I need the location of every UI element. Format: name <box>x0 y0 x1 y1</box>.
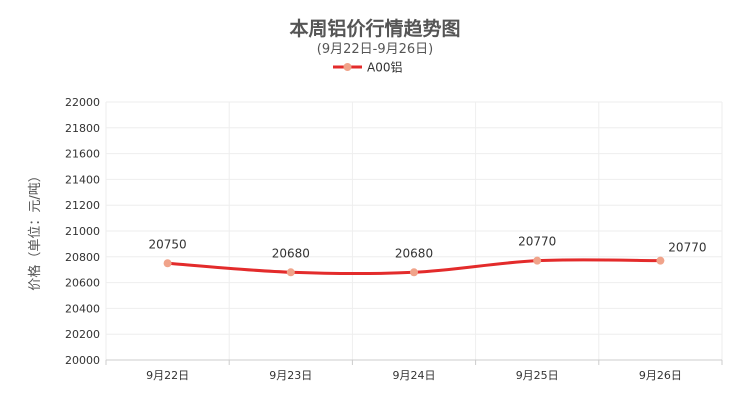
y-tick-label: 21000 <box>65 225 100 238</box>
y-tick-label: 20200 <box>65 328 100 341</box>
data-point <box>163 259 172 268</box>
legend-marker-icon <box>343 63 352 71</box>
x-tick-label: 9月23日 <box>269 369 312 382</box>
data-point <box>410 268 418 277</box>
legend-label: A00铝 <box>367 60 402 75</box>
data-label: 20680 <box>272 246 310 260</box>
chart-title: 本周铝价行情趋势图 <box>289 18 461 40</box>
x-tick-label: 9月24日 <box>393 369 436 382</box>
data-label: 20750 <box>149 237 187 251</box>
data-label: 20770 <box>518 235 556 249</box>
x-tick-label: 9月22日 <box>146 369 189 382</box>
data-label: 20770 <box>668 241 706 255</box>
x-tick-label: 9月25日 <box>516 369 559 382</box>
y-tick-label: 21400 <box>65 173 100 186</box>
y-tick-label: 21600 <box>65 148 100 161</box>
y-tick-label: 20600 <box>65 277 100 290</box>
y-tick-label: 22000 <box>65 96 100 109</box>
legend[interactable]: A00铝 <box>333 60 402 75</box>
x-tick-label: 9月26日 <box>639 369 682 382</box>
y-tick-label: 21200 <box>65 199 100 212</box>
y-axis-label: 价格（单位：元/吨） <box>27 169 43 290</box>
data-label: 20680 <box>395 246 433 260</box>
y-tick-label: 20000 <box>65 354 100 367</box>
chart-subtitle: (9月22日-9月26日) <box>316 42 434 57</box>
y-tick-label: 20800 <box>65 251 100 264</box>
data-point <box>533 256 542 265</box>
data-point <box>656 256 665 265</box>
y-tick-label: 20400 <box>65 302 100 315</box>
y-tick-label: 21800 <box>65 122 100 135</box>
data-point <box>286 268 295 277</box>
